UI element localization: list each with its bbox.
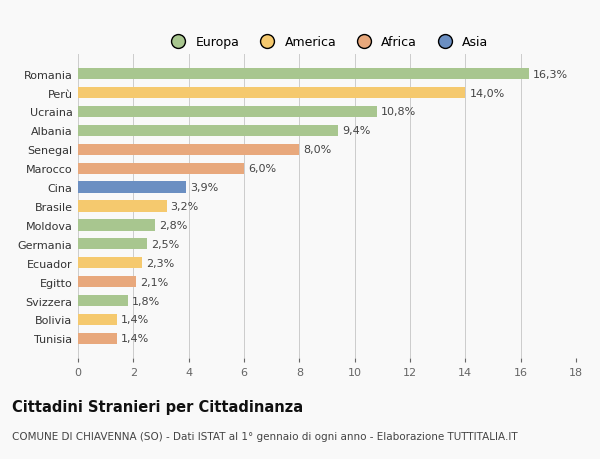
Text: 2,3%: 2,3% — [146, 258, 174, 268]
Bar — [78, 239, 147, 250]
Bar — [78, 276, 136, 288]
Legend: Europa, America, Africa, Asia: Europa, America, Africa, Asia — [161, 31, 493, 54]
Bar — [78, 88, 466, 99]
Text: 3,9%: 3,9% — [190, 183, 218, 193]
Bar — [78, 182, 186, 193]
Bar — [78, 106, 377, 118]
Bar — [78, 163, 244, 174]
Text: 9,4%: 9,4% — [342, 126, 371, 136]
Text: 16,3%: 16,3% — [533, 69, 568, 79]
Text: 3,2%: 3,2% — [170, 202, 199, 212]
Text: 1,4%: 1,4% — [121, 334, 149, 344]
Text: 1,8%: 1,8% — [132, 296, 160, 306]
Text: 6,0%: 6,0% — [248, 164, 276, 174]
Text: 1,4%: 1,4% — [121, 315, 149, 325]
Bar — [78, 125, 338, 137]
Text: 8,0%: 8,0% — [304, 145, 332, 155]
Text: COMUNE DI CHIAVENNA (SO) - Dati ISTAT al 1° gennaio di ogni anno - Elaborazione : COMUNE DI CHIAVENNA (SO) - Dati ISTAT al… — [12, 431, 518, 442]
Bar — [78, 201, 167, 212]
Text: 2,8%: 2,8% — [160, 220, 188, 230]
Text: 2,1%: 2,1% — [140, 277, 169, 287]
Text: 10,8%: 10,8% — [381, 107, 416, 117]
Text: Cittadini Stranieri per Cittadinanza: Cittadini Stranieri per Cittadinanza — [12, 399, 303, 414]
Bar — [78, 69, 529, 80]
Text: 14,0%: 14,0% — [469, 89, 505, 98]
Bar — [78, 144, 299, 156]
Bar — [78, 314, 117, 325]
Bar — [78, 220, 155, 231]
Bar — [78, 333, 117, 344]
Bar — [78, 295, 128, 307]
Bar — [78, 257, 142, 269]
Text: 2,5%: 2,5% — [151, 239, 179, 249]
